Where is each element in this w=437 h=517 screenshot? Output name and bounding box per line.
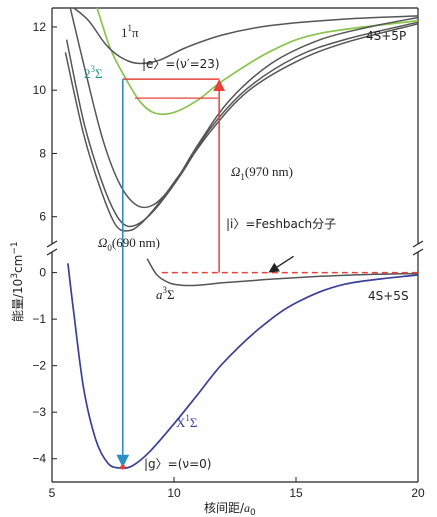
label-e-state: |e〉=(ν′=23) bbox=[142, 57, 220, 71]
potential-curve-4 bbox=[64, 23, 419, 232]
feshbach-pointer-arrow bbox=[268, 255, 294, 273]
x-tick-label-20: 20 bbox=[411, 486, 425, 500]
y-tick-label-upper-6: 6 bbox=[39, 210, 46, 224]
y-tick-label-upper-10: 10 bbox=[33, 83, 47, 97]
y-tick-label-upper-8: 8 bbox=[39, 146, 46, 160]
y-tick-label-lower--4: −4 bbox=[32, 452, 46, 466]
label-a3-sigma: a3Σ bbox=[156, 285, 175, 302]
label-asym-upper: 4S+5P bbox=[366, 29, 406, 43]
y-tick-label-lower--3: −3 bbox=[32, 405, 46, 419]
y-tick-label-upper-12: 12 bbox=[33, 20, 47, 34]
plot-frame bbox=[46, 7, 424, 483]
label-1-pi: 11π bbox=[121, 23, 139, 40]
potential-curve-5 bbox=[65, 21, 419, 228]
label-omega1: Ω1(970 nm) bbox=[231, 164, 293, 182]
transition-arrows bbox=[116, 78, 418, 470]
axis-break-right bbox=[412, 240, 424, 256]
axis-titles: 核间距/a0 能量/103cm−1 bbox=[10, 241, 256, 517]
potential-curve-6 bbox=[69, 7, 419, 209]
potential-curve-2 bbox=[96, 7, 419, 116]
label-omega0: Ω0(690 nm) bbox=[98, 235, 160, 253]
y-tick-label-lower-0: 0 bbox=[39, 266, 46, 280]
label-2-3-sigma: 23Σ bbox=[84, 64, 103, 81]
y-tick-label-lower--1: −1 bbox=[32, 312, 46, 326]
annotation-labels: 11π 23Σ 4S+5P |e〉=(ν′=23) Ω1(970 nm) |i〉… bbox=[84, 23, 409, 471]
x-tick-label-15: 15 bbox=[289, 486, 303, 500]
label-x1-sigma: X1Σ bbox=[176, 413, 197, 430]
label-g-state: |g〉=(ν=0) bbox=[144, 457, 211, 471]
y-axis-title: 能量/103cm−1 bbox=[10, 241, 25, 322]
potential-curve-1 bbox=[146, 258, 419, 287]
ground-state-marker bbox=[120, 464, 126, 470]
label-feshbach: |i〉=Feshbach分子 bbox=[226, 217, 336, 231]
potential-curve-0 bbox=[67, 263, 419, 470]
potential-curves bbox=[64, 7, 419, 470]
axis-break-left bbox=[46, 240, 58, 256]
x-tick-label-5: 5 bbox=[49, 486, 56, 500]
axis-ticks: 5 10 15 20 6 8 10 12 −4 −3 −2 −1 0 bbox=[32, 20, 425, 500]
label-asym-lower: 4S+5S bbox=[368, 289, 409, 303]
x-tick-label-10: 10 bbox=[167, 486, 181, 500]
x-axis-title: 核间距/a0 bbox=[204, 501, 256, 517]
y-tick-label-lower--2: −2 bbox=[32, 359, 46, 373]
potential-curve-3 bbox=[73, 7, 419, 65]
